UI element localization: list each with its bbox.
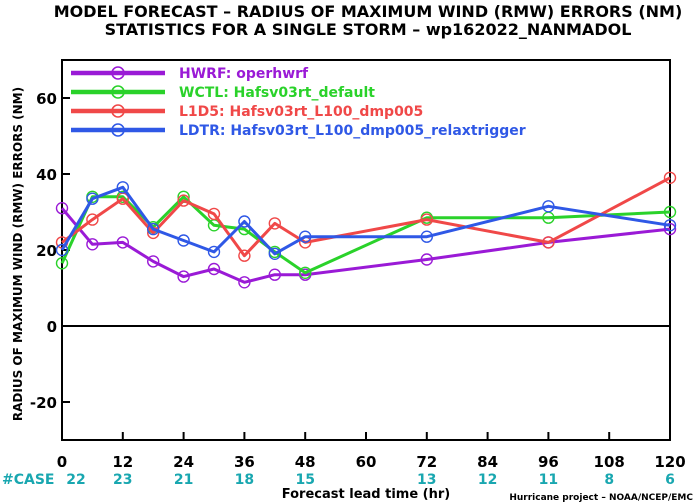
legend-label: L1D5: Hafsv03rt_L100_dmp005 [179, 104, 423, 120]
series-layer [55, 171, 677, 289]
y-axis-label: RADIUS OF MAXIMUM WIND (RMW) ERRORS (NM) [11, 87, 25, 421]
legend: HWRF: operhwrf WCTL: Hafsv03rt_default L1D… [71, 66, 526, 139]
data-point [542, 200, 555, 213]
data-point [207, 245, 221, 259]
case-count: 13 [417, 472, 436, 488]
x-tick-label: 72 [416, 453, 437, 471]
case-count: 22 [66, 472, 85, 488]
case-count: 21 [174, 472, 193, 488]
case-count: 11 [539, 472, 558, 488]
data-point [663, 222, 677, 236]
data-point [299, 230, 312, 243]
data-point [86, 238, 99, 251]
credit-text: Hurricane project – NOAA/NCEP/EMC [509, 493, 693, 503]
legend-label: LDTR: Hafsv03rt_L100_dmp005_relaxtrigger [179, 123, 526, 139]
case-count: 6 [665, 472, 675, 488]
data-point [86, 213, 99, 226]
x-tick-label: 36 [234, 453, 255, 471]
legend-marker [111, 104, 125, 118]
data-point [299, 266, 312, 279]
x-tick-label: 12 [112, 453, 133, 471]
case-count: 12 [478, 472, 497, 488]
x-axis-label: Forecast lead time (hr) [282, 487, 450, 502]
x-tick-label: 96 [538, 453, 559, 471]
data-point [55, 257, 69, 270]
data-point [177, 234, 190, 247]
data-point [55, 243, 69, 257]
data-point [420, 253, 433, 266]
x-tick-label: 0 [57, 453, 67, 471]
data-point [177, 194, 190, 207]
x-tick-label: 108 [594, 453, 625, 471]
data-point [268, 268, 281, 281]
data-point [116, 236, 130, 249]
case-counts: 22 23 21 18 15 13 12 11 8 6 [66, 472, 675, 488]
data-point [146, 255, 160, 268]
data-point [86, 192, 99, 205]
chart-title: MODEL FORECAST – RADIUS OF MAXIMUM WIND … [54, 2, 683, 21]
data-point [420, 213, 433, 226]
x-axis-ticks: 0 12 24 36 48 60 72 84 96 108 120 [57, 432, 686, 471]
data-point [238, 215, 251, 228]
data-point [268, 217, 281, 230]
data-point [177, 270, 190, 283]
case-count: 15 [295, 472, 314, 488]
y-tick-label: 0 [47, 318, 57, 336]
legend-marker [111, 85, 125, 99]
y-tick-label: 20 [36, 242, 57, 260]
data-point [207, 262, 221, 276]
case-count: 23 [113, 472, 132, 488]
data-point [420, 230, 433, 243]
y-tick-label: -20 [30, 394, 57, 412]
legend-marker [111, 123, 125, 137]
x-tick-label: 24 [173, 453, 194, 471]
data-point [207, 207, 221, 221]
y-tick-label: 60 [36, 90, 57, 108]
data-point [663, 205, 677, 219]
case-count: 18 [235, 472, 254, 488]
x-tick-label: 48 [295, 453, 316, 471]
data-point [116, 181, 130, 194]
data-point [55, 201, 69, 215]
data-point [542, 236, 555, 249]
data-point [663, 219, 677, 232]
x-tick-label: 120 [654, 453, 685, 471]
y-tick-label: 40 [36, 166, 57, 184]
case-label: #CASE [2, 472, 55, 488]
case-count: 8 [604, 472, 614, 488]
data-point [238, 249, 251, 262]
data-point [663, 171, 677, 185]
chart-subtitle: STATISTICS FOR A SINGLE STORM – wp162022… [105, 20, 632, 39]
data-point [268, 247, 281, 261]
x-tick-label: 60 [356, 453, 377, 471]
legend-label: WCTL: Hafsv03rt_default [179, 85, 375, 101]
y-axis-ticks: -20 0 20 40 60 [30, 90, 70, 412]
legend-label: HWRF: operhwrf [179, 66, 309, 82]
data-point [146, 222, 160, 236]
x-tick-label: 84 [477, 453, 498, 471]
legend-marker [111, 66, 125, 80]
data-point [238, 276, 251, 289]
